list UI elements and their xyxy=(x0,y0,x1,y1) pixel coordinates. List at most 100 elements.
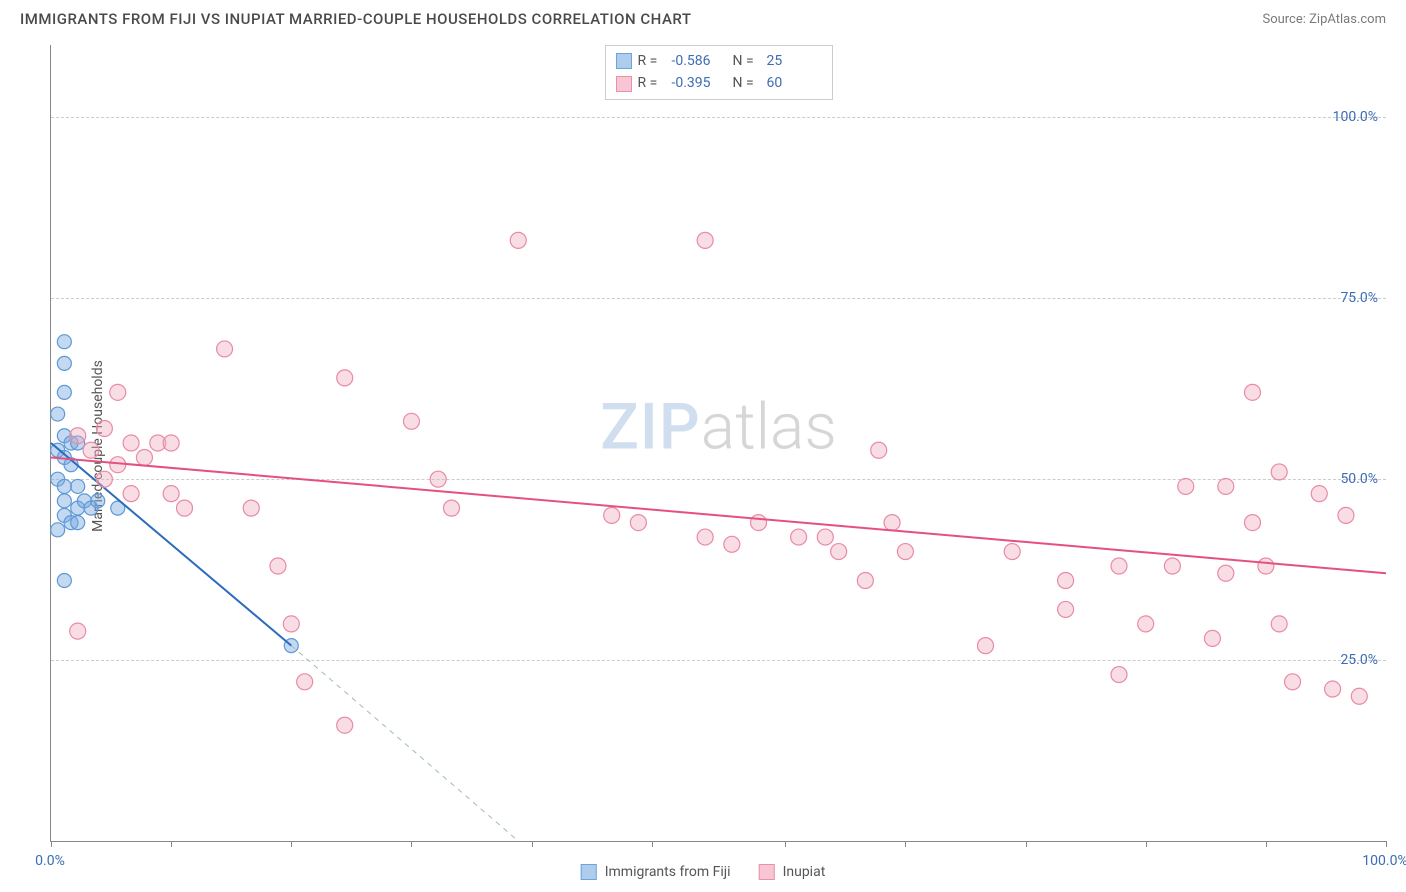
data-point xyxy=(91,494,105,508)
data-point xyxy=(96,471,112,487)
x-tick xyxy=(1026,841,1027,847)
data-point xyxy=(51,407,65,421)
data-point xyxy=(83,442,99,458)
x-tick xyxy=(291,841,292,847)
data-point xyxy=(57,356,71,370)
source-attribution: Source: ZipAtlas.com xyxy=(1262,12,1386,27)
x-tick xyxy=(1386,841,1387,847)
data-point xyxy=(1004,544,1020,560)
data-point xyxy=(57,385,71,399)
data-point xyxy=(1351,688,1367,704)
data-point xyxy=(297,674,313,690)
x-tick xyxy=(1146,841,1147,847)
x-tick xyxy=(1266,841,1267,847)
legend-label: Inupiat xyxy=(783,864,826,880)
data-point xyxy=(1218,565,1234,581)
data-point xyxy=(70,623,86,639)
data-point xyxy=(163,486,179,502)
data-point xyxy=(1204,630,1220,646)
series-legend: Immigrants from Fiji Inupiat xyxy=(581,864,826,880)
data-point xyxy=(57,479,71,493)
data-point xyxy=(51,523,65,537)
trend-line xyxy=(51,443,291,646)
data-point xyxy=(1164,558,1180,574)
data-point xyxy=(430,471,446,487)
data-point xyxy=(604,507,620,523)
data-point xyxy=(57,335,71,349)
data-point xyxy=(1325,681,1341,697)
data-point xyxy=(444,500,460,516)
legend-swatch xyxy=(759,864,775,880)
x-tick xyxy=(905,841,906,847)
data-point xyxy=(1245,515,1261,531)
data-point xyxy=(697,529,713,545)
data-point xyxy=(871,442,887,458)
data-point xyxy=(1058,601,1074,617)
data-point xyxy=(817,529,833,545)
r-label: R = xyxy=(638,50,666,72)
data-point xyxy=(1258,558,1274,574)
data-point xyxy=(791,529,807,545)
data-point xyxy=(337,717,353,733)
data-point xyxy=(217,341,233,357)
data-point xyxy=(96,421,112,437)
legend-swatch xyxy=(616,76,632,92)
data-point xyxy=(884,515,900,531)
stats-legend-row: R = -0.395 N = 60 xyxy=(616,72,822,94)
data-point xyxy=(123,486,139,502)
data-point xyxy=(110,384,126,400)
data-point xyxy=(70,428,86,444)
data-point xyxy=(1271,616,1287,632)
n-value: 60 xyxy=(767,72,822,94)
data-point xyxy=(978,638,994,654)
trend-line-extension xyxy=(291,646,518,841)
data-point xyxy=(283,616,299,632)
data-point xyxy=(1338,507,1354,523)
data-point xyxy=(751,515,767,531)
data-point xyxy=(1178,478,1194,494)
r-value: -0.586 xyxy=(672,50,727,72)
r-value: -0.395 xyxy=(672,72,727,94)
data-point xyxy=(1111,667,1127,683)
data-point xyxy=(71,516,85,530)
data-point xyxy=(1058,572,1074,588)
data-point xyxy=(123,435,139,451)
legend-swatch xyxy=(616,53,632,69)
data-point xyxy=(71,479,85,493)
data-point xyxy=(1138,616,1154,632)
data-point xyxy=(136,449,152,465)
data-point xyxy=(1218,478,1234,494)
data-point xyxy=(1271,464,1287,480)
r-label: R = xyxy=(638,72,666,94)
data-point xyxy=(897,544,913,560)
stats-legend-row: R = -0.586 N = 25 xyxy=(616,50,822,72)
x-tick xyxy=(785,841,786,847)
x-axis-min-label: 0.0% xyxy=(35,853,65,869)
data-point xyxy=(1245,384,1261,400)
x-tick xyxy=(532,841,533,847)
chart-plot-area: R =-0.586N =25R =-0.395N =60 ZIPatlas 25… xyxy=(50,45,1386,842)
data-point xyxy=(403,413,419,429)
data-point xyxy=(1111,558,1127,574)
data-point xyxy=(630,515,646,531)
chart-title: IMMIGRANTS FROM FIJI VS INUPIAT MARRIED-… xyxy=(20,10,691,28)
n-label: N = xyxy=(733,72,761,94)
data-point xyxy=(510,232,526,248)
x-tick xyxy=(652,841,653,847)
x-tick xyxy=(411,841,412,847)
legend-label: Immigrants from Fiji xyxy=(605,864,731,880)
legend-item: Immigrants from Fiji xyxy=(581,864,731,880)
data-point xyxy=(337,370,353,386)
data-point xyxy=(177,500,193,516)
data-point xyxy=(857,572,873,588)
stats-legend-box: R = -0.586 N = 25 R = -0.395 N = 60 xyxy=(605,45,833,100)
scatter-plot-svg xyxy=(51,45,1386,841)
data-point xyxy=(243,500,259,516)
legend-swatch xyxy=(581,864,597,880)
legend-item: Inupiat xyxy=(759,864,826,880)
x-tick xyxy=(51,841,52,847)
n-label: N = xyxy=(733,50,761,72)
data-point xyxy=(163,435,179,451)
data-point xyxy=(57,494,71,508)
n-value: 25 xyxy=(767,50,822,72)
